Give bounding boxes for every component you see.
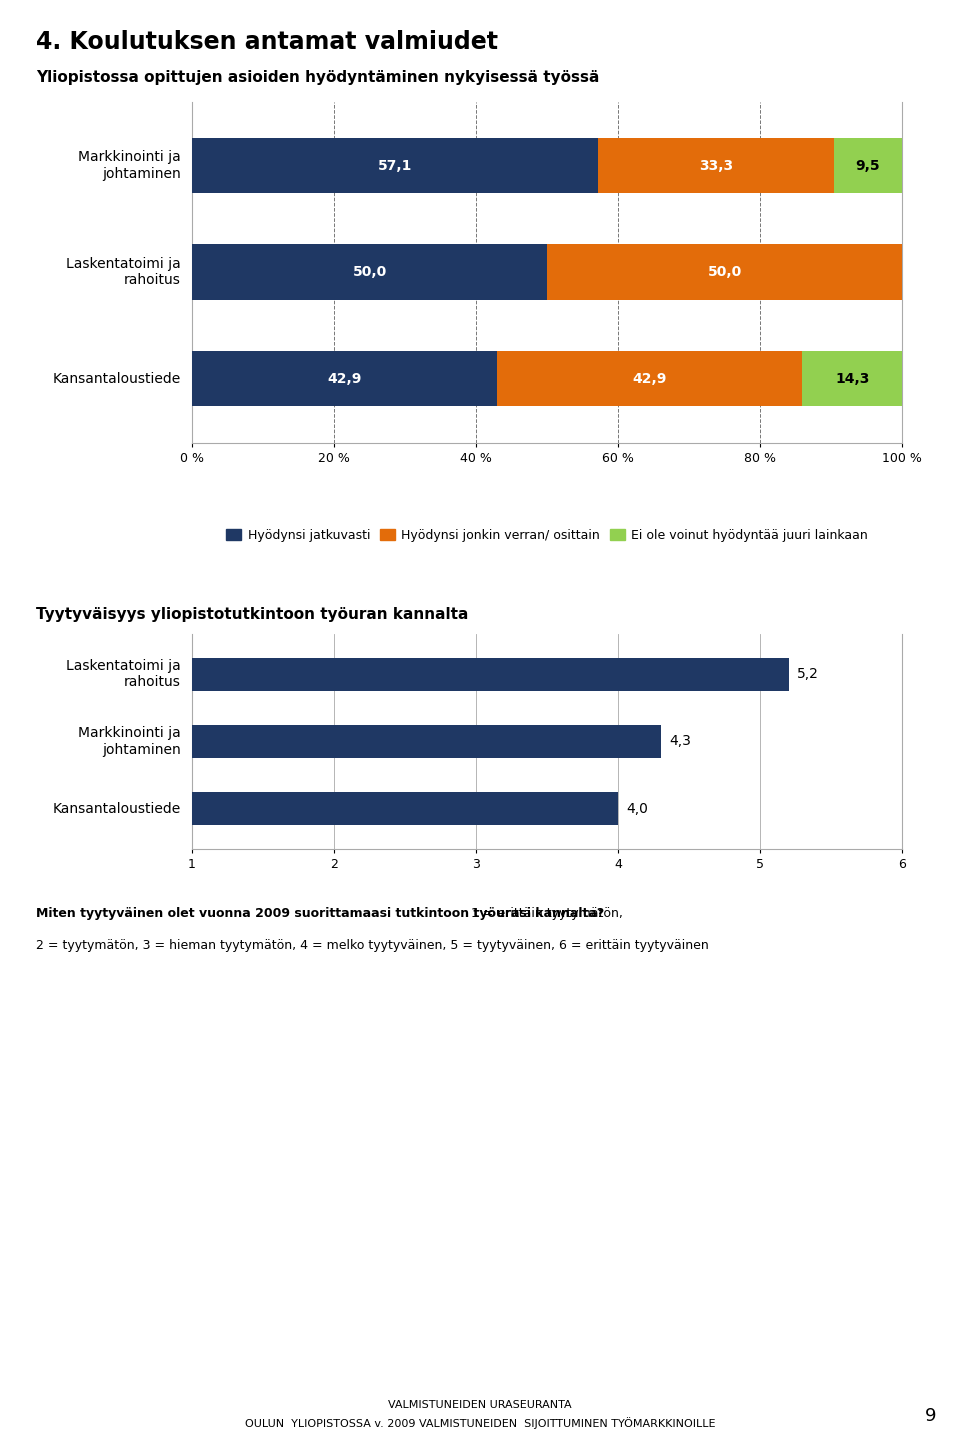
Text: Tyytyväisyys yliopistotutkintoon työuran kannalta: Tyytyväisyys yliopistotutkintoon työuran… — [36, 607, 468, 621]
Text: VALMISTUNEIDEN URASEURANTA: VALMISTUNEIDEN URASEURANTA — [388, 1400, 572, 1410]
Text: 1 = erittäin tyytymätön,: 1 = erittäin tyytymätön, — [467, 907, 623, 920]
Text: 4. Koulutuksen antamat valmiudet: 4. Koulutuksen antamat valmiudet — [36, 30, 498, 55]
Text: 33,3: 33,3 — [699, 158, 733, 173]
Bar — [834, 138, 901, 193]
Text: 4,3: 4,3 — [669, 734, 691, 749]
Text: 2 = tyytymätön, 3 = hieman tyytymätön, 4 = melko tyytyväinen, 5 = tyytyväinen, 6: 2 = tyytymätön, 3 = hieman tyytymätön, 4… — [36, 939, 709, 952]
Text: 50,0: 50,0 — [708, 266, 742, 279]
Bar — [547, 244, 902, 300]
Bar — [192, 657, 789, 691]
Text: OULUN  YLIOPISTOSSA v. 2009 VALMISTUNEIDEN  SIJOITTUMINEN TYÖMARKKINOILLE: OULUN YLIOPISTOSSA v. 2009 VALMISTUNEIDE… — [245, 1418, 715, 1429]
Bar — [192, 351, 496, 406]
Text: 42,9: 42,9 — [327, 371, 362, 386]
Text: 9: 9 — [924, 1407, 936, 1425]
Bar — [192, 792, 618, 826]
Text: 42,9: 42,9 — [632, 371, 666, 386]
Text: 50,0: 50,0 — [352, 266, 387, 279]
Text: 57,1: 57,1 — [377, 158, 412, 173]
Bar — [192, 244, 547, 300]
Bar — [598, 138, 834, 193]
Text: 5,2: 5,2 — [797, 667, 819, 682]
Text: Yliopistossa opittujen asioiden hyödyntäminen nykyisessä työssä: Yliopistossa opittujen asioiden hyödyntä… — [36, 70, 600, 84]
Bar — [802, 351, 903, 406]
Bar — [496, 351, 802, 406]
Bar — [192, 138, 598, 193]
Text: 9,5: 9,5 — [855, 158, 880, 173]
Text: 14,3: 14,3 — [835, 371, 870, 386]
Text: 4,0: 4,0 — [627, 801, 649, 815]
Text: Miten tyytyväinen olet vuonna 2009 suorittamaasi tutkintoon työurasi kannalta?: Miten tyytyväinen olet vuonna 2009 suori… — [36, 907, 605, 920]
Legend: Hyödynsi jatkuvasti, Hyödynsi jonkin verran/ osittain, Ei ole voinut hyödyntää j: Hyödynsi jatkuvasti, Hyödynsi jonkin ver… — [222, 524, 873, 547]
Bar — [192, 724, 660, 759]
